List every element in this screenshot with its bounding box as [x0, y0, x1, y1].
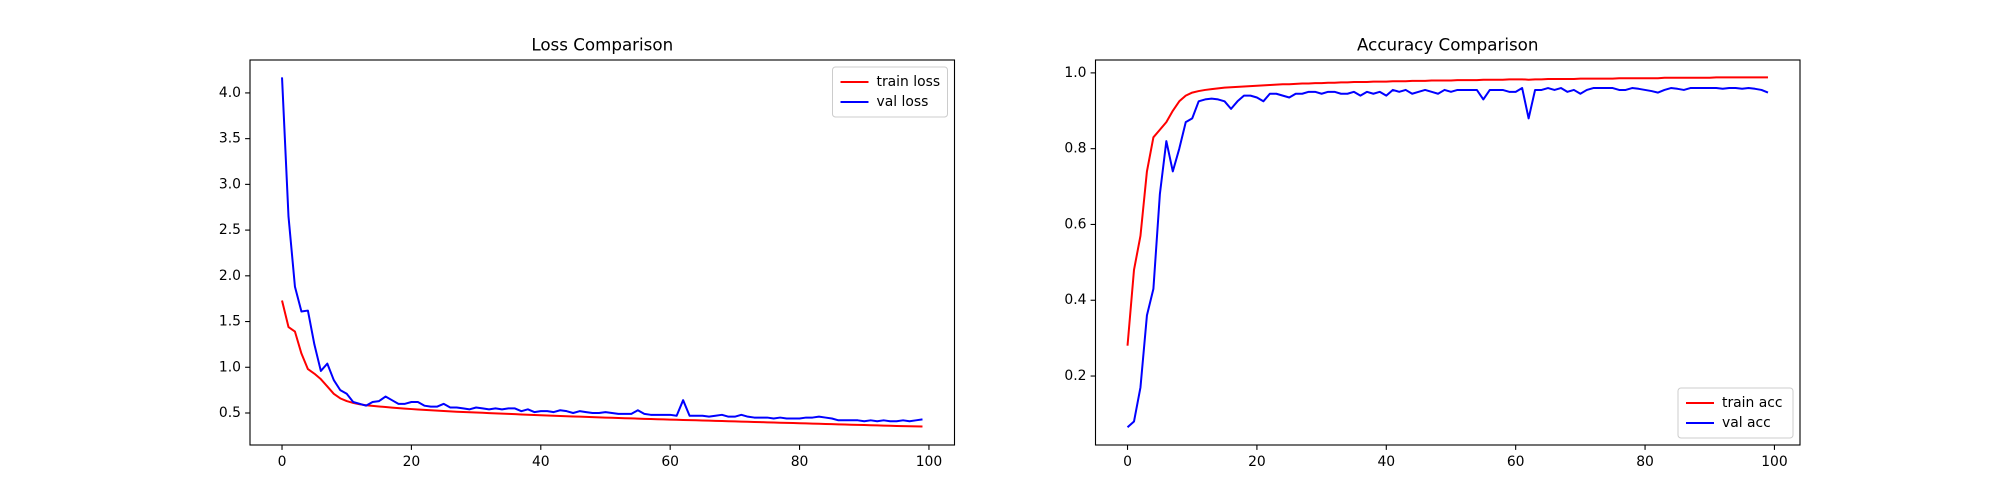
- x-tick-label: 20: [1248, 454, 1266, 470]
- axes-frame: [249, 59, 956, 446]
- x-tick-label: 100: [916, 454, 943, 470]
- y-tick-label: 1.0: [219, 359, 241, 375]
- legend-label: val loss: [877, 94, 929, 110]
- x-tick-label: 20: [403, 454, 421, 470]
- chart-title: Accuracy Comparison: [1357, 35, 1538, 55]
- series-line: [281, 300, 923, 428]
- y-tick-label: 0.4: [1064, 292, 1086, 308]
- legend: train loss val loss: [832, 66, 948, 118]
- y-tick-label: 2.5: [219, 222, 241, 238]
- x-tick-label: 60: [661, 454, 679, 470]
- y-tick-label: 1.5: [219, 314, 241, 330]
- axes-frame: [1094, 59, 1801, 446]
- x-tick-label: 60: [1507, 454, 1525, 470]
- subplot: Accuracy Comparison 0 20 40 60 80 100 0.2 0.4 0.6…: [1064, 35, 1801, 470]
- x-tick-label: 40: [1377, 454, 1395, 470]
- series-line: [1126, 87, 1769, 428]
- x-tick-label: 80: [1636, 454, 1654, 470]
- y-tick-label: 3.5: [219, 131, 241, 147]
- subplot: Loss Comparison 0 20 40 60 80 100 0.5 1.0 1.5 2.0 2…: [219, 35, 956, 470]
- y-tick-label: 0.6: [1064, 216, 1086, 232]
- legend-label: train loss: [877, 74, 941, 90]
- legend-label: val acc: [1722, 415, 1771, 431]
- x-tick-label: 0: [278, 454, 287, 470]
- y-tick-label: 3.0: [219, 176, 241, 192]
- y-tick-label: 0.5: [219, 405, 241, 421]
- series-line: [1126, 76, 1768, 346]
- y-tick-label: 4.0: [219, 85, 241, 101]
- y-tick-label: 0.8: [1064, 141, 1086, 157]
- x-tick-label: 100: [1761, 454, 1788, 470]
- legend-frame: [1677, 387, 1794, 439]
- chart-title: Loss Comparison: [531, 35, 673, 55]
- x-tick-label: 0: [1123, 454, 1132, 470]
- legend-label: train acc: [1722, 395, 1783, 411]
- x-tick-label: 80: [791, 454, 809, 470]
- series-line: [281, 77, 923, 423]
- x-tick-label: 40: [532, 454, 550, 470]
- legend-frame: [832, 66, 948, 118]
- legend: train acc val acc: [1677, 387, 1794, 439]
- y-tick-label: 1.0: [1064, 65, 1086, 81]
- y-tick-label: 2.0: [219, 268, 241, 284]
- y-tick-label: 0.2: [1064, 368, 1086, 384]
